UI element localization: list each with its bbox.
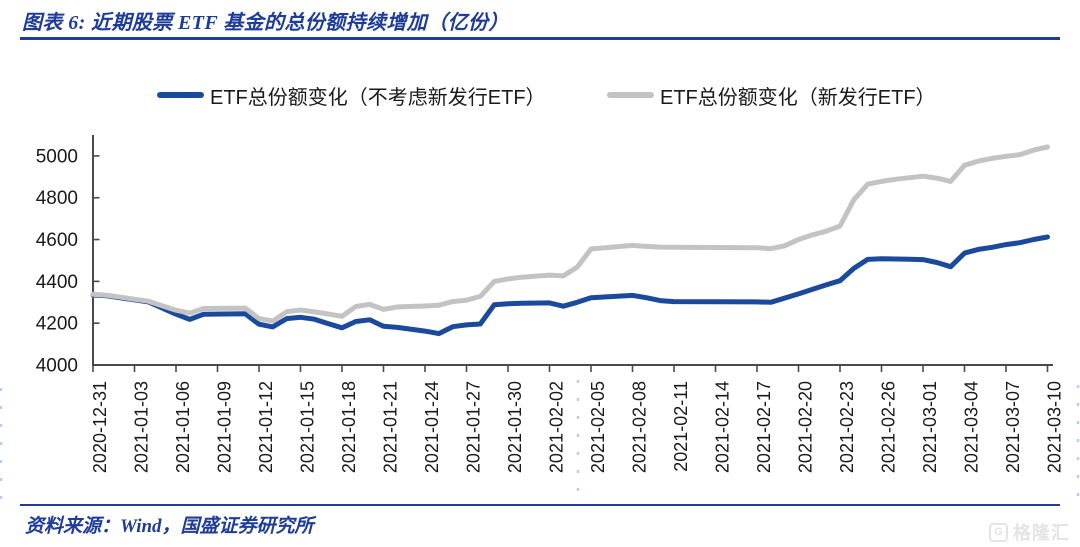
legend-label: ETF总份额变化（不考虑新发行ETF）: [210, 86, 546, 109]
y-tick-label: 4200: [36, 314, 78, 335]
x-tick-label: 2021-02-17: [754, 381, 774, 473]
x-tick-label: 2021-01-12: [256, 381, 276, 473]
x-tick-label: 2021-02-26: [879, 381, 899, 473]
x-tick-label: 2021-03-10: [1045, 381, 1065, 473]
title-divider: [20, 37, 1060, 40]
x-tick-label: 2021-03-04: [962, 381, 982, 473]
legend-line-swatch-blue: [157, 92, 204, 98]
x-tick-label: 2021-02-05: [588, 381, 608, 473]
x-tick-label: 2021-02-08: [630, 381, 650, 473]
x-tick-label: 2021-02-02: [547, 381, 567, 473]
gelonghui-watermark-text: 格隆汇: [1013, 523, 1070, 543]
legend-item-ex-new-etf: ETF总份额变化（不考虑新发行ETF）: [157, 84, 546, 109]
x-tick-label: 2021-01-21: [381, 381, 401, 473]
source-text: 资料来源：Wind，国盛证券研究所: [25, 516, 314, 537]
x-tick-label: 2021-01-27: [464, 381, 484, 473]
y-tick-label: 4600: [36, 230, 78, 251]
figure-title: 图表 6: 近期股票 ETF 基金的总份额持续增加（亿份）: [22, 12, 509, 34]
series-line-ex-new-etf: [90, 234, 1050, 337]
x-tick-label: 2021-02-20: [796, 381, 816, 473]
x-tick-label: 2021-03-07: [1003, 381, 1023, 473]
y-tick-label: 4400: [36, 272, 78, 293]
x-tick-label: 2021-01-24: [422, 381, 442, 473]
gelonghui-watermark: G 格隆汇: [989, 519, 1070, 545]
x-tick-label: 2020-12-31: [90, 381, 110, 473]
legend-line-swatch-gray: [607, 92, 654, 98]
x-tick-label: 2021-01-18: [339, 381, 359, 473]
x-tick-label: 2021-03-01: [920, 381, 940, 473]
source-divider: [20, 504, 1060, 506]
axis-lines: [92, 135, 1053, 366]
x-tick-label: 2021-02-14: [713, 381, 733, 473]
y-tick-label: 4800: [36, 188, 78, 209]
x-tick-label: 2021-02-23: [837, 381, 857, 473]
legend-label: ETF总份额变化（新发行ETF）: [660, 86, 936, 109]
x-tick-label: 2021-01-03: [132, 381, 152, 473]
gelonghui-logo-icon: G: [989, 522, 1008, 542]
y-tick-label: 5000: [36, 146, 78, 167]
x-tick-label: 2021-01-15: [298, 381, 318, 473]
legend-item-new-etf: ETF总份额变化（新发行ETF）: [607, 84, 936, 109]
x-tick-label: 2021-02-11: [671, 381, 691, 472]
y-tick-label: 4000: [36, 356, 78, 377]
x-tick-label: 2021-01-09: [215, 381, 235, 473]
x-tick-label: 2021-01-30: [505, 381, 525, 473]
x-tick-label: 2021-01-06: [173, 381, 193, 473]
series-line-new-etf: [90, 144, 1050, 324]
